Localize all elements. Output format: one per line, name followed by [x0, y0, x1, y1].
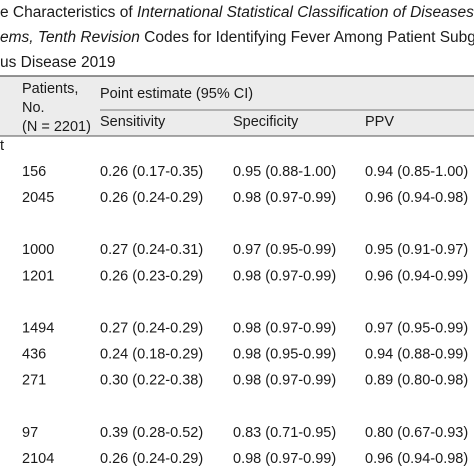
cell: 0.96 (0.94-0.99): [365, 268, 468, 284]
cell: 0.98 (0.97-0.99): [233, 451, 336, 467]
title-segment: International Statistical Classification…: [137, 4, 474, 21]
cell: 0.97 (0.95-0.99): [365, 321, 468, 337]
table: Patients, No. (N = 2201) Point estimate (95…: [0, 81, 468, 467]
column-header: PPV: [365, 114, 394, 130]
title-line: us Disease 2019: [0, 54, 115, 71]
cell: 0.26 (0.17-0.35): [100, 164, 203, 180]
title: e Characteristics of International Stati…: [0, 4, 474, 71]
cell: 0.30 (0.22-0.38): [100, 373, 203, 389]
cell: 0.98 (0.97-0.99): [233, 268, 336, 284]
cell: 0.27 (0.24-0.29): [100, 321, 203, 337]
cell: 0.27 (0.24-0.31): [100, 242, 203, 258]
title-line: ems, Tenth Revision Codes for Identifyin…: [0, 29, 474, 46]
cell: 2104: [22, 451, 54, 467]
cell: 0.98 (0.95-0.99): [233, 347, 336, 363]
cell: 271: [22, 373, 46, 389]
column-header: Sensitivity: [100, 114, 166, 130]
cell: 1000: [22, 242, 54, 258]
cell: 0.95 (0.88-1.00): [233, 164, 336, 180]
cell: 0.94 (0.85-1.00): [365, 164, 468, 180]
patients-header: (N = 2201): [22, 119, 91, 135]
title-segment: us Disease 2019: [0, 54, 115, 71]
cell: 97: [22, 425, 38, 441]
cell: 0.98 (0.97-0.99): [233, 321, 336, 337]
cell: 0.98 (0.97-0.99): [233, 190, 336, 206]
cell: 0.26 (0.24-0.29): [100, 190, 203, 206]
column-header: Specificity: [233, 114, 299, 130]
patients-header: No.: [22, 100, 45, 116]
cell: 0.26 (0.24-0.29): [100, 451, 203, 467]
cell: 0.89 (0.80-0.98): [365, 373, 468, 389]
cell: 1494: [22, 321, 54, 337]
cell: 0.24 (0.18-0.29): [100, 347, 203, 363]
cell: 0.96 (0.94-0.98): [365, 451, 468, 467]
header-band: [0, 76, 474, 136]
cell: 0.80 (0.67-0.93): [365, 425, 468, 441]
cell: 0.97 (0.95-0.99): [233, 242, 336, 258]
row-label: t: [0, 138, 4, 154]
title-line: e Characteristics of International Stati…: [0, 4, 474, 21]
cell: 0.95 (0.91-0.97): [365, 242, 468, 258]
cell: 156: [22, 164, 46, 180]
cell: 0.26 (0.23-0.29): [100, 268, 203, 284]
group-header: Point estimate (95% CI): [100, 86, 253, 102]
title-segment: e Characteristics of: [0, 4, 137, 21]
title-segment: ems, Tenth Revision: [0, 29, 140, 46]
title-segment: Codes for Identifying Fever Among Patien…: [140, 29, 474, 46]
cell: 0.83 (0.71-0.95): [233, 425, 336, 441]
cell: 2045: [22, 190, 54, 206]
cell: 0.96 (0.94-0.98): [365, 190, 468, 206]
cell: 0.39 (0.28-0.52): [100, 425, 203, 441]
cell: 1201: [22, 268, 54, 284]
cell: 0.94 (0.88-0.99): [365, 347, 468, 363]
patients-header: Patients,: [22, 81, 78, 97]
cell: 436: [22, 347, 46, 363]
cell: 0.98 (0.97-0.99): [233, 373, 336, 389]
